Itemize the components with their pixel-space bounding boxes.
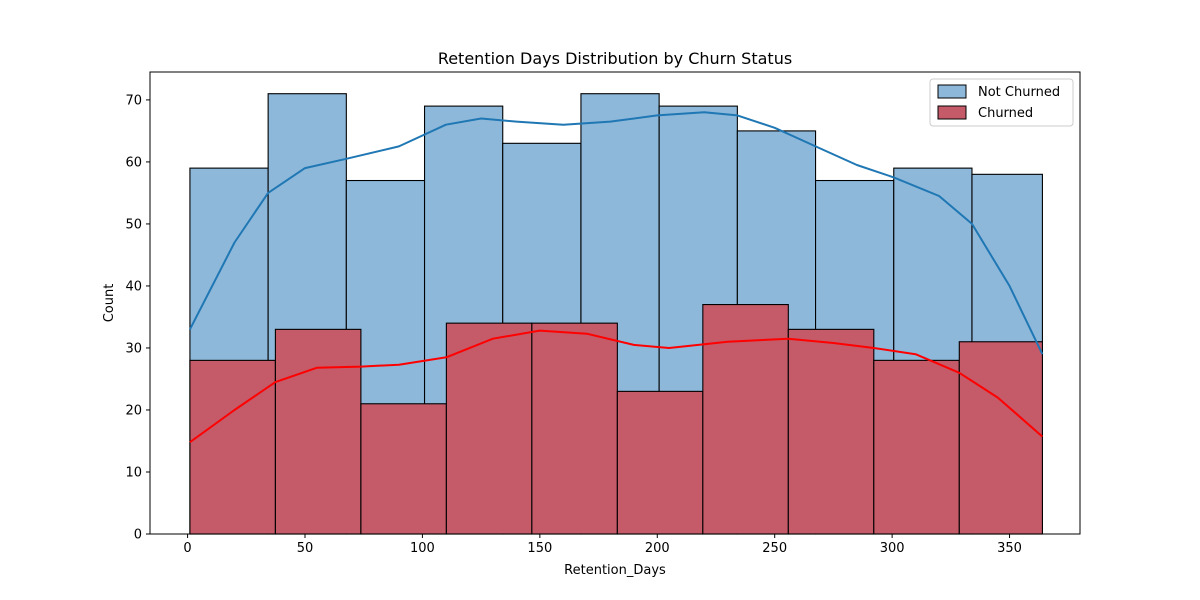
legend-label: Churned: [978, 106, 1033, 121]
y-tick-label: 10: [125, 465, 142, 480]
x-axis-label: Retention_Days: [564, 563, 666, 578]
x-tick-label: 300: [880, 541, 905, 556]
legend-swatch: [937, 84, 967, 99]
legend: Not Churned Churned: [929, 78, 1074, 127]
y-tick-label: 40: [125, 279, 142, 294]
legend-swatch: [937, 105, 967, 120]
y-tick-label: 0: [134, 528, 142, 543]
x-tick-label: 350: [997, 541, 1022, 556]
axes: 0 50 100 150 200 250 300 350 0 10 20 30 40 50 60 70: [125, 71, 1081, 556]
x-tick-label: 200: [645, 541, 670, 556]
histogram-bar: [445, 322, 533, 535]
histogram-bar: [958, 341, 1043, 535]
histogram-bar: [531, 322, 618, 535]
histogram-bar: [873, 359, 960, 535]
y-tick-label: 60: [125, 155, 142, 170]
plot-frame: [149, 71, 1081, 535]
series-bars-1: [189, 304, 1043, 535]
y-tick-label: 50: [125, 217, 142, 232]
x-tick-label: 0: [183, 541, 191, 556]
y-tick-label: 30: [125, 341, 142, 356]
histogram-bar: [274, 328, 362, 535]
x-tick-label: 50: [297, 541, 314, 556]
histogram-bar: [360, 403, 447, 535]
y-tick-label: 70: [125, 93, 142, 108]
histogram-bar: [616, 390, 704, 535]
x-tick-label: 150: [527, 541, 552, 556]
y-tick-label: 20: [125, 403, 142, 418]
kde-line: [189, 111, 1044, 355]
plot-area: [189, 93, 1044, 535]
y-axis-label: Count: [102, 284, 117, 323]
x-tick-label: 250: [762, 541, 787, 556]
chart-title: Retention Days Distribution by Churn Sta…: [438, 49, 792, 68]
histogram-bar: [787, 328, 875, 535]
histogram-bar: [189, 359, 276, 535]
x-tick-label: 100: [410, 541, 435, 556]
legend-label: Not Churned: [978, 85, 1060, 100]
kde-line: [189, 329, 1044, 444]
